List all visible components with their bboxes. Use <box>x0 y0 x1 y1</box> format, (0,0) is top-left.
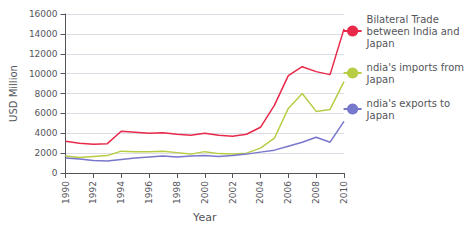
svg-text:1990: 1990 <box>61 181 71 204</box>
svg-text:1996: 1996 <box>144 181 154 204</box>
svg-text:Japan: Japan <box>366 38 395 49</box>
svg-text:1994: 1994 <box>116 181 126 204</box>
svg-text:ndia's exports to: ndia's exports to <box>367 98 451 109</box>
svg-text:ndia's imports from: ndia's imports from <box>367 62 464 73</box>
svg-text:Japan: Japan <box>366 110 395 121</box>
svg-text:2002: 2002 <box>228 181 238 204</box>
svg-text:2000: 2000 <box>200 181 210 204</box>
svg-text:USD Million: USD Million <box>8 65 19 122</box>
svg-text:1992: 1992 <box>88 181 98 204</box>
svg-text:2010: 2010 <box>339 181 349 204</box>
svg-text:Year: Year <box>192 211 217 224</box>
svg-text:14000: 14000 <box>29 29 58 39</box>
svg-text:Japan: Japan <box>366 74 395 85</box>
svg-text:6000: 6000 <box>35 108 58 118</box>
svg-text:2000: 2000 <box>35 148 58 158</box>
svg-text:Bilateral Trade: Bilateral Trade <box>367 14 439 25</box>
svg-text:12000: 12000 <box>29 49 58 59</box>
svg-text:2004: 2004 <box>255 181 265 204</box>
svg-text:8000: 8000 <box>35 89 58 99</box>
svg-text:16000: 16000 <box>29 9 58 19</box>
svg-text:4000: 4000 <box>35 128 58 138</box>
svg-text:2008: 2008 <box>311 181 321 204</box>
svg-text:2006: 2006 <box>283 181 293 204</box>
svg-text:between India and: between India and <box>367 26 460 37</box>
svg-text:1998: 1998 <box>172 181 182 204</box>
svg-text:0: 0 <box>52 168 58 178</box>
svg-text:10000: 10000 <box>29 69 58 79</box>
